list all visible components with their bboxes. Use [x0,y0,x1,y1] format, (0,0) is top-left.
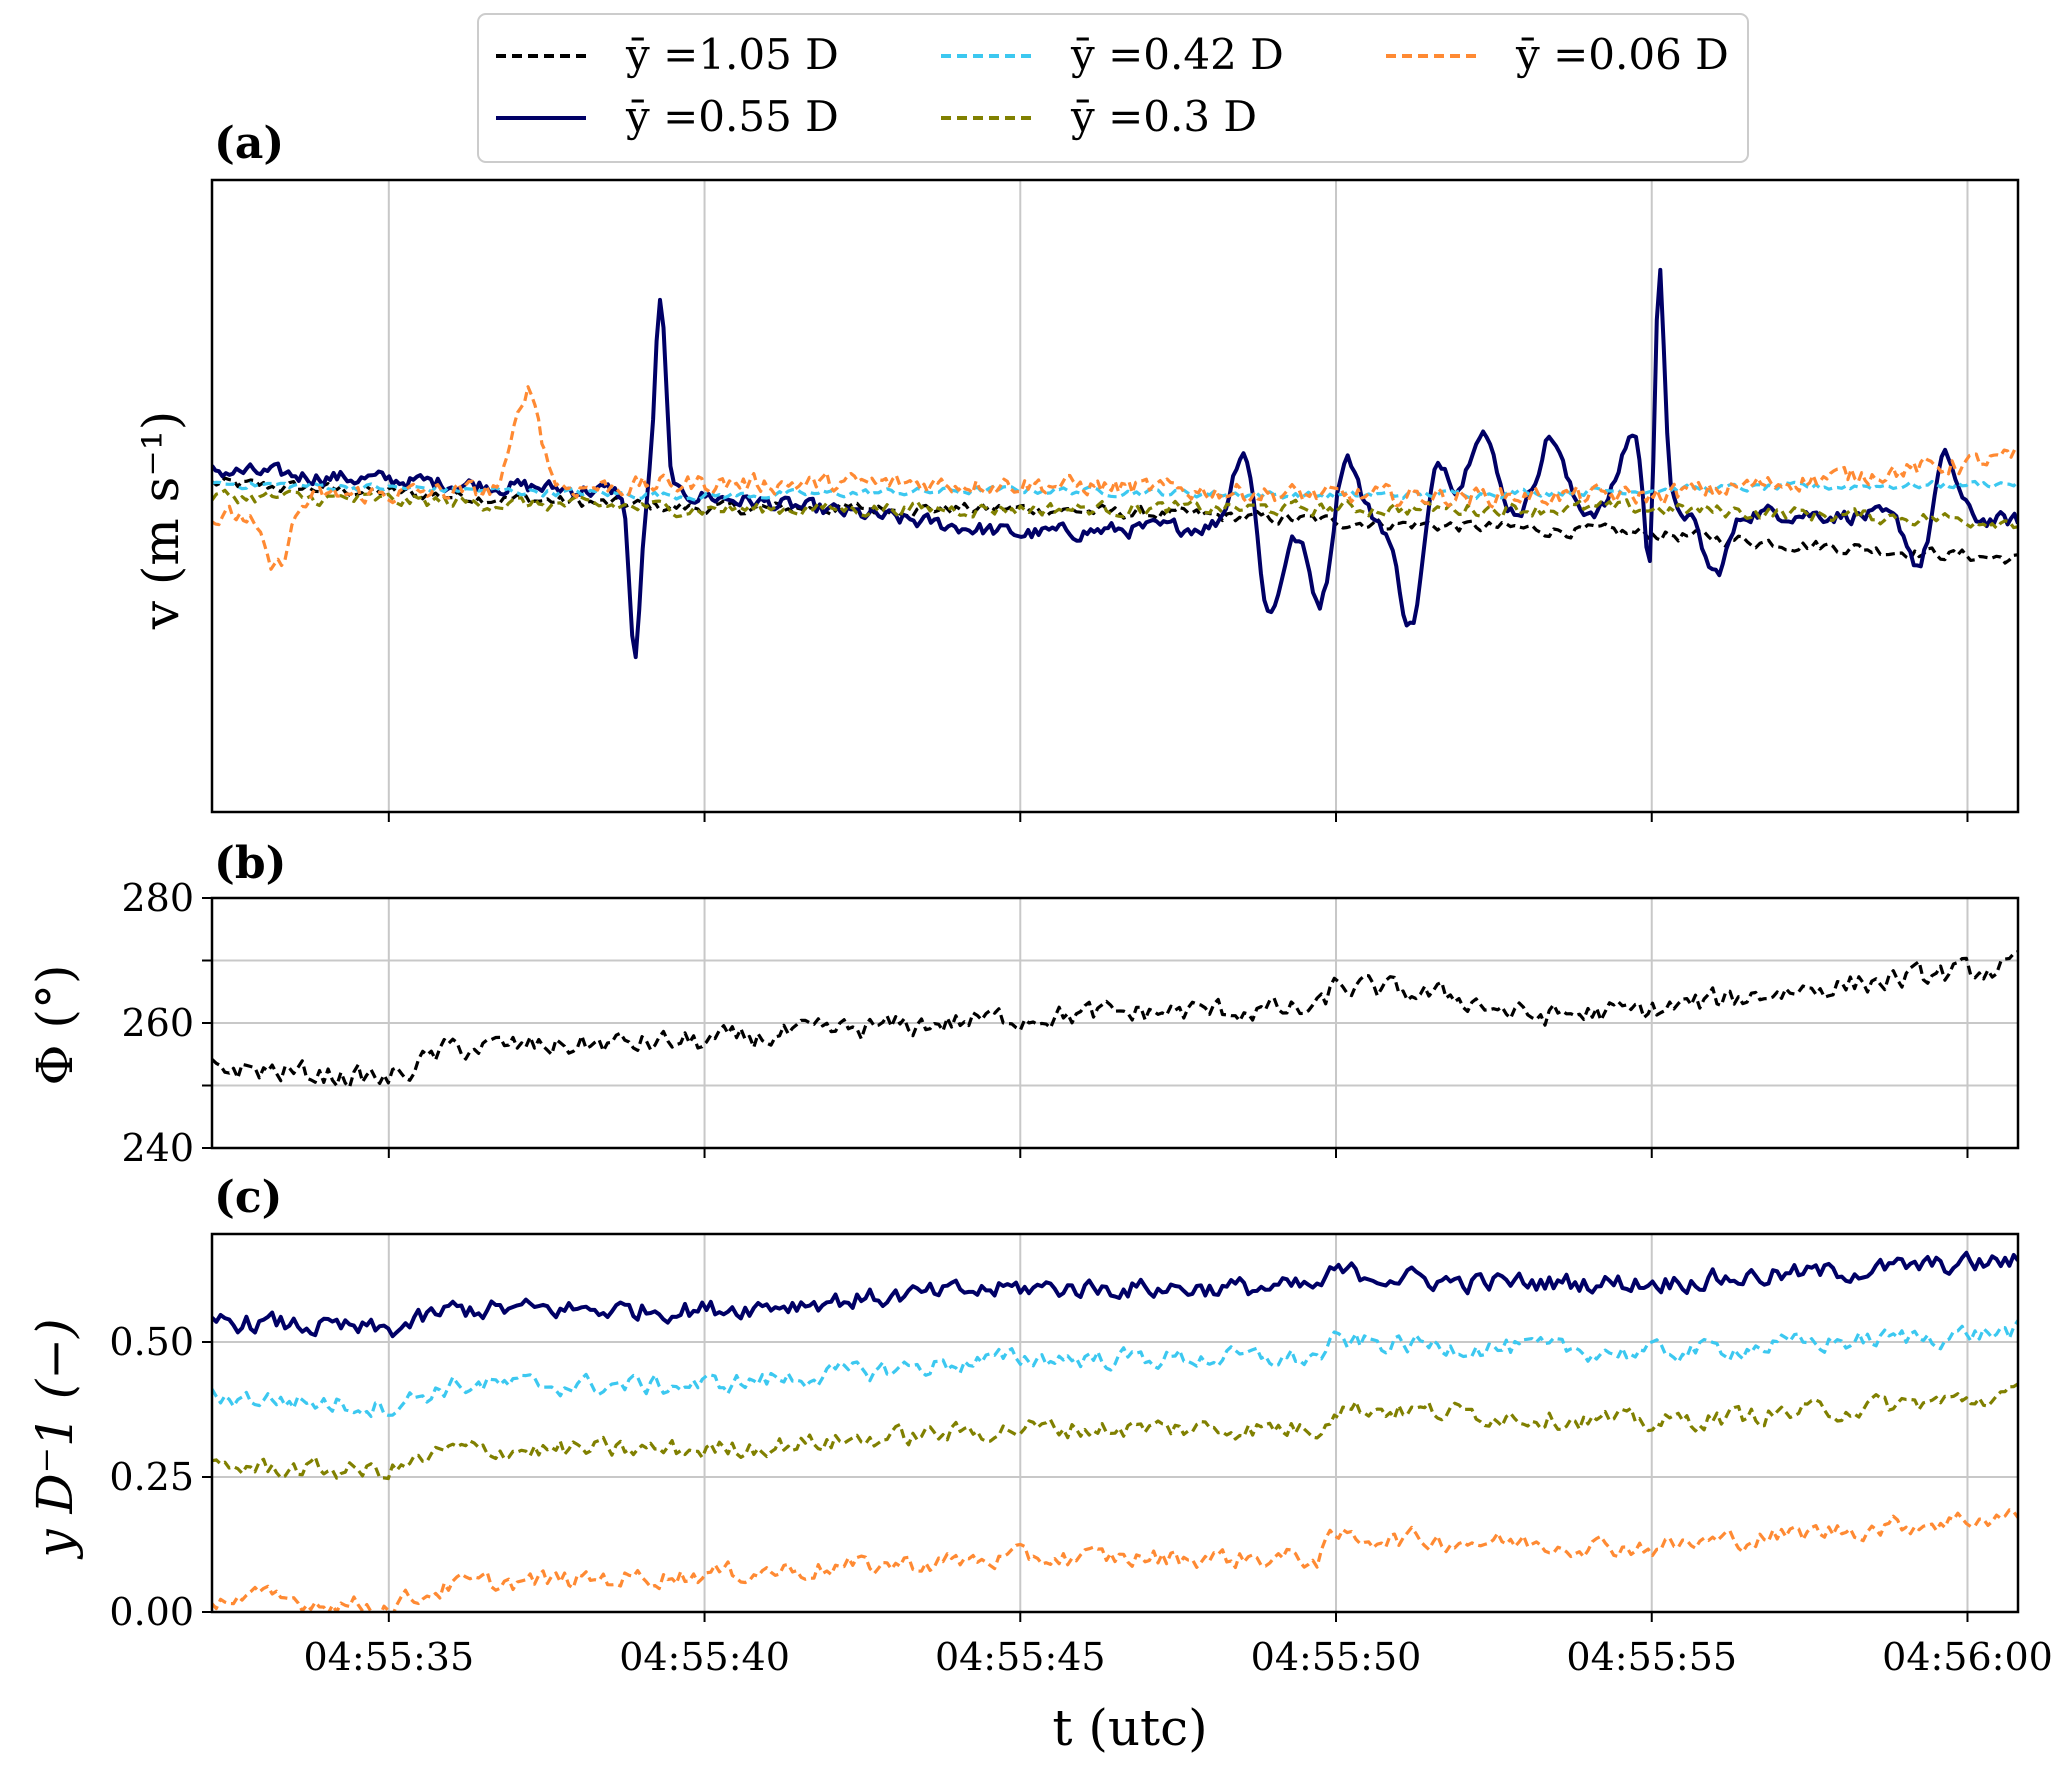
legend-label: ȳ =0.42 D [1070,30,1284,79]
y-tick-label: 0.00 [109,1590,194,1634]
x-tick-label: 04:55:45 [935,1635,1106,1679]
panel-label-b: (b) [214,838,286,889]
x-tick-label: 04:55:55 [1566,1635,1737,1679]
x-tick-label: 04:55:50 [1251,1635,1422,1679]
plot-frame [210,1232,2020,1614]
y-axis-label-c: y D⁻1 (−) [26,1318,84,1559]
series-line [212,950,2018,1089]
series-line [212,1508,2018,1612]
legend-label: ȳ =0.3 D [1070,92,1257,141]
y-tick-label: 280 [121,876,194,920]
plot-frame [210,896,2020,1150]
y-tick-label: 0.25 [109,1455,194,1499]
series-line [212,1382,2018,1481]
legend-entry: ȳ =0.55 D [496,92,839,141]
x-tick-label: 04:55:35 [303,1635,474,1679]
y-axis-label-a: v (m s⁻¹) [132,411,190,631]
series-line [212,1319,2018,1418]
x-tick-label: 04:56:00 [1882,1635,2053,1679]
series-line [212,476,2018,565]
legend-label: ȳ =0.55 D [625,92,839,141]
panel-label-c: (c) [214,1172,282,1223]
y-tick-label: 240 [121,1126,194,1170]
plot-frame [210,178,2020,814]
panel-c: 0.00 0.25 0.50 04:55:35 04:55:40 04:55:45 04:5… [109,1232,2053,1679]
panel-a [210,178,2020,822]
series-line [212,267,2018,660]
legend-label: ȳ =0.06 D [1515,30,1729,79]
panel-label-a: (a) [214,118,284,169]
y-axis-label-b: Φ (°) [26,965,84,1086]
legend: ȳ =1.05 D ȳ =0.42 D ȳ =0.06 D ȳ =0.55 D ȳ =0… [477,13,1749,163]
y-tick-label: 0.50 [109,1320,194,1364]
x-axis-label: t (utc) [1052,1699,1207,1757]
x-tick-label: 04:55:40 [619,1635,790,1679]
legend-entry: ȳ =0.06 D [1386,30,1729,79]
y-tick-label: 260 [121,1001,194,1045]
legend-entry: ȳ =0.3 D [941,92,1257,141]
series-line [212,1250,2018,1339]
panel-b: 240 260 280 [121,876,2020,1170]
legend-entry: ȳ =0.42 D [941,30,1284,79]
legend-entry: ȳ =1.05 D [496,30,839,79]
legend-label: ȳ =1.05 D [625,30,839,79]
series-line [212,488,2018,530]
series-line [212,385,2018,571]
